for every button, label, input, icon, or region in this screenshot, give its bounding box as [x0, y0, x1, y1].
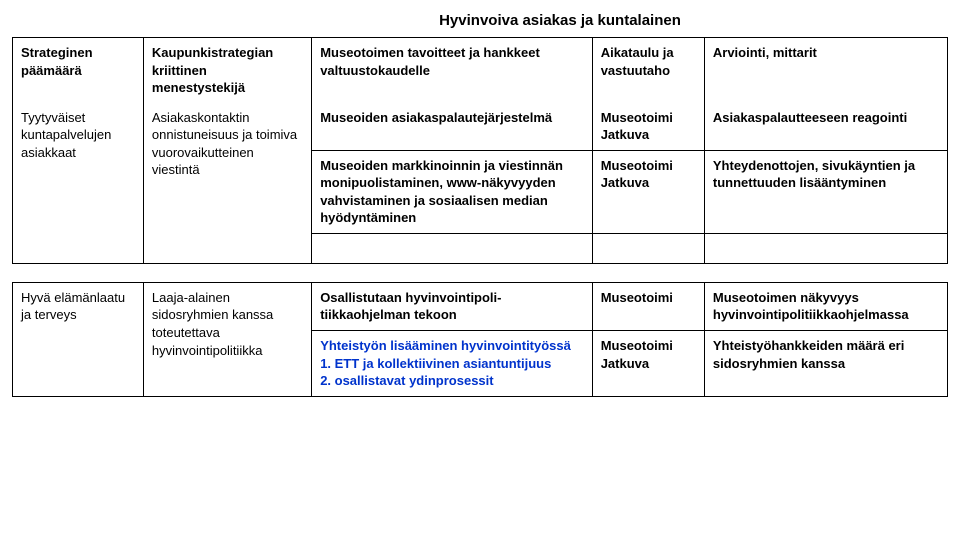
header-schedule: Aikataulu ja vastuutaho — [592, 38, 704, 103]
block2-obj-1: Osallistutaan hyvinvointipoli-tiikkaohje… — [312, 282, 593, 330]
spacer-cell — [592, 233, 704, 263]
block2-row1: Hyvä elämänlaatu ja terveys Laaja-alaine… — [13, 282, 948, 330]
block1-row1: Tyytyväiset kuntapalvelujen asiakkaat As… — [13, 103, 948, 151]
block1-metric-1: Asiakaspalautteeseen reagointi — [704, 103, 947, 151]
block2-obj-2: Yhteistyön lisääminen hyvinvointityössä … — [312, 331, 593, 397]
block1-goal: Tyytyväiset kuntapalvelujen asiakkaat — [13, 103, 144, 264]
block2-sched-1: Museotoimi — [592, 282, 704, 330]
block1-obj-1: Museoiden asiakaspalautejärjestelmä — [312, 103, 593, 151]
page-title: Hyvinvoiva asiakas ja kuntalainen — [12, 12, 948, 29]
header-success-factor: Kaupunkistrategian kriittinen menestyste… — [143, 38, 311, 103]
header-metrics: Arviointi, mittarit — [704, 38, 947, 103]
table-header-row: Strateginen päämäärä Kaupunkistrategian … — [13, 38, 948, 103]
block2-metric-1: Museotoimen näkyvyys hyvinvointipolitiik… — [704, 282, 947, 330]
spacer-cell — [312, 233, 593, 263]
block2-obj-2-item2: 2. osallistavat ydinprosessit — [320, 372, 584, 390]
block1-sched-2: Museotoimi Jatkuva — [592, 150, 704, 233]
block2-goal: Hyvä elämänlaatu ja terveys — [13, 282, 144, 396]
strategy-table: Strateginen päämäärä Kaupunkistrategian … — [12, 37, 948, 264]
block1-factor: Asiakaskontaktin onnistuneisuus ja toimi… — [143, 103, 311, 264]
block2-obj-2-item1: 1. ETT ja kollektiivinen asiantuntijuus — [320, 355, 584, 373]
block2-obj-2-main: Yhteistyön lisääminen hyvinvointityössä — [320, 338, 571, 353]
header-strategic-goal: Strateginen päämäärä — [13, 38, 144, 103]
block2-sched-2: Museotoimi Jatkuva — [592, 331, 704, 397]
block1-obj-2: Museoiden markkinoinnin ja viestinnän mo… — [312, 150, 593, 233]
block1-sched-1: Museotoimi Jatkuva — [592, 103, 704, 151]
header-objectives: Museotoimen tavoitteet ja hankkeet valtu… — [312, 38, 593, 103]
spacer-cell — [704, 233, 947, 263]
strategy-table-2: Hyvä elämänlaatu ja terveys Laaja-alaine… — [12, 282, 948, 397]
block1-metric-2: Yhteydenottojen, sivukäyntien ja tunnett… — [704, 150, 947, 233]
block2-factor: Laaja-alainen sidosryhmien kanssa toteut… — [143, 282, 311, 396]
block2-metric-2: Yhteistyöhankkeiden määrä eri sidosryhmi… — [704, 331, 947, 397]
